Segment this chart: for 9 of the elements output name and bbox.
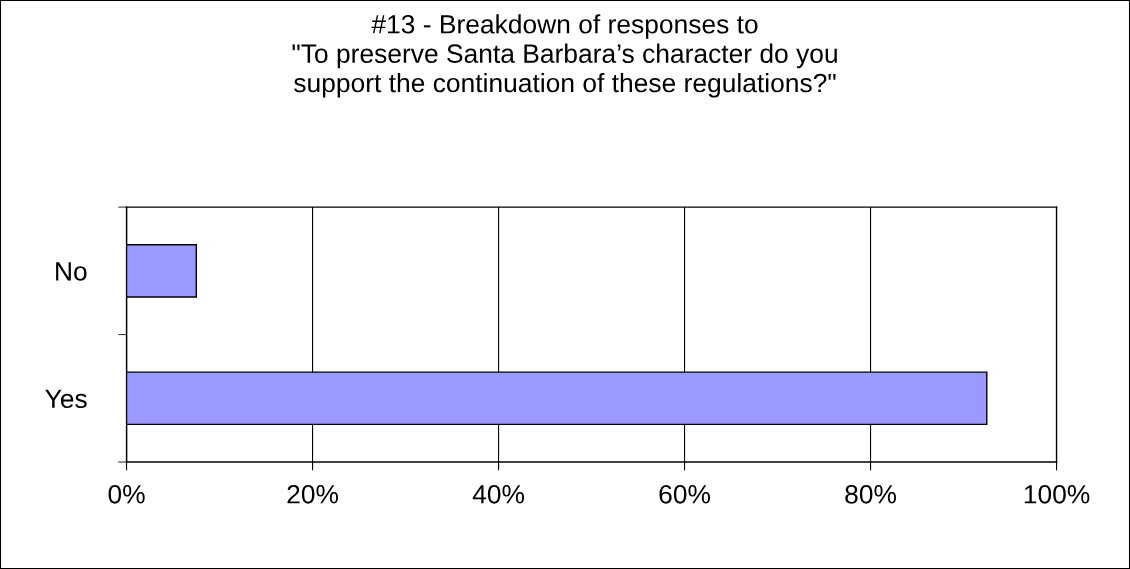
y-tick-label: Yes (45, 389, 87, 409)
x-tick-label: 40% (472, 484, 525, 504)
chart-title: #13 - Breakdown of responses to "To preserve Santa Barbara’s character do you support the continuation of these regulations?" (292, 14, 837, 98)
x-tick-label: 60% (659, 484, 711, 504)
x-tick-label: 0% (108, 484, 145, 504)
y-tick-label: No (56, 262, 87, 281)
x-tick-label: 80% (845, 484, 897, 504)
x-tick-label: 20% (287, 484, 339, 504)
x-tick-label: 100% (1024, 484, 1090, 504)
